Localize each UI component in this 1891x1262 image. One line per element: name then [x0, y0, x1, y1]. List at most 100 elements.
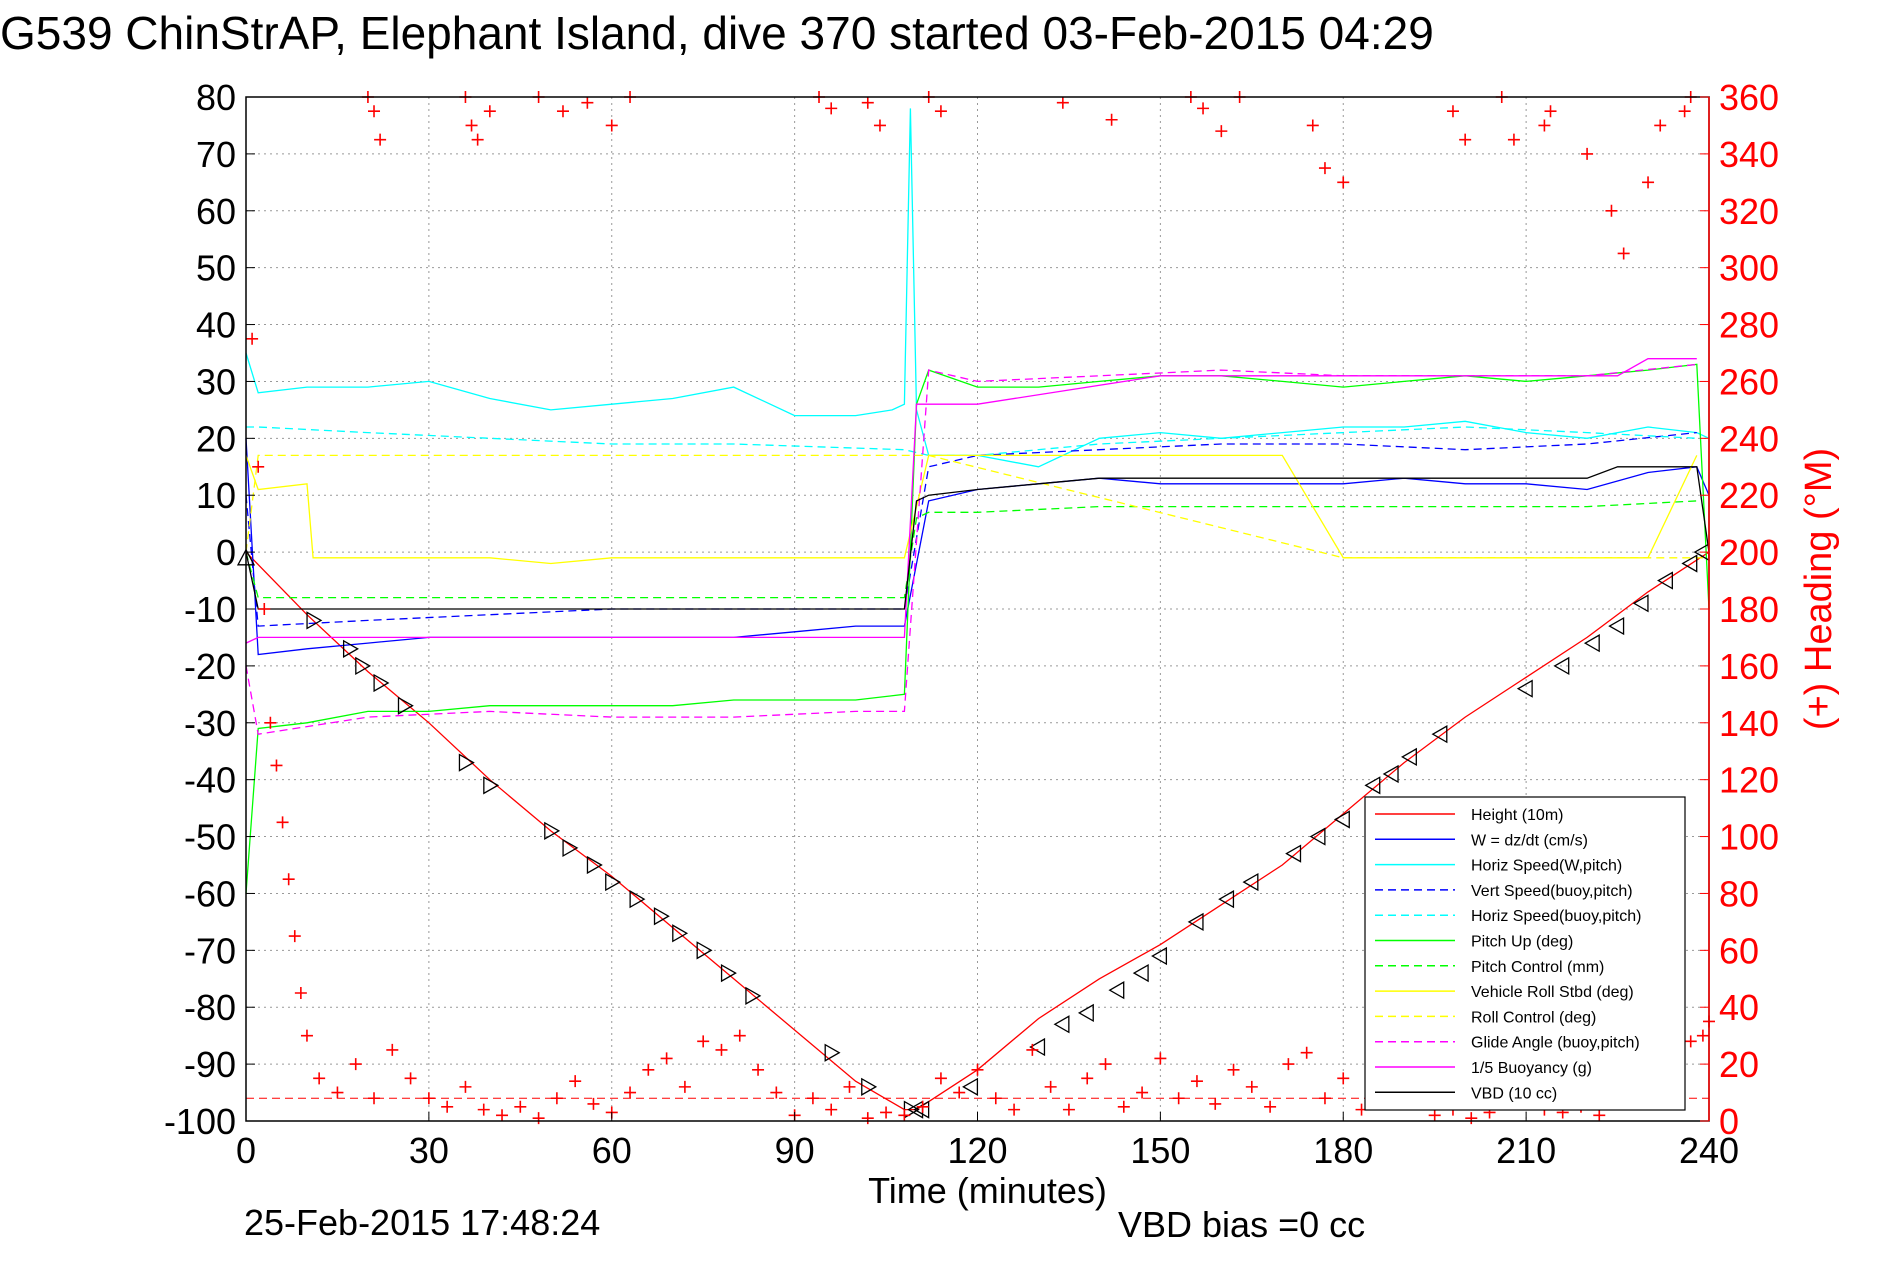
heading-point [1026, 1043, 1039, 1056]
heading-point [1318, 162, 1331, 175]
legend-entry: Horiz Speed(W,pitch) [1471, 858, 1622, 875]
heading-point [825, 1103, 838, 1116]
heading-point [1465, 1112, 1478, 1125]
heading-point [678, 1080, 691, 1093]
y2-tick-label: 280 [1719, 305, 1779, 346]
heading-point [1117, 1100, 1130, 1113]
heading-point [861, 1112, 874, 1125]
heading-point [1227, 1063, 1240, 1076]
legend-entry: Glide Angle (buoy,pitch) [1471, 1035, 1640, 1052]
heading-point [483, 105, 496, 118]
height-marker [605, 872, 622, 892]
y-tick-label: -30 [184, 703, 236, 744]
heading-point [1654, 119, 1667, 132]
heading-point [1538, 119, 1551, 132]
height-marker [1053, 1015, 1070, 1034]
vbd-bias-text: VBD bias =0 cc [1118, 1204, 1366, 1245]
height-marker [1132, 963, 1149, 983]
heading-point [246, 332, 259, 345]
height-marker [1285, 844, 1302, 863]
legend-entry: Vert Speed(buoy,pitch) [1471, 883, 1633, 900]
height-marker [861, 1077, 878, 1096]
heading-point [264, 716, 277, 729]
height-marker [586, 855, 603, 875]
height-marker [1382, 764, 1399, 784]
series-line-4 [246, 426, 1697, 457]
y-tick-label: -20 [184, 646, 236, 687]
y2-tick-label: 300 [1719, 248, 1779, 289]
chart-title: G539 ChinStrAP, Elephant Island, dive 37… [0, 7, 1434, 59]
x-tick-label: 30 [409, 1130, 449, 1171]
heading-point [313, 1072, 326, 1085]
heading-point [300, 1029, 313, 1042]
height-marker [1516, 679, 1533, 698]
heading-point [1190, 1075, 1203, 1088]
legend-entry: 1/5 Buoyancy (g) [1471, 1060, 1592, 1077]
heading-point [1197, 102, 1210, 115]
heading-point [1105, 113, 1118, 126]
heading-point [1062, 1103, 1075, 1116]
x-axis-ticks: 0 30 60 90 120 150 180 210 240 [236, 1112, 1739, 1171]
height-marker [397, 696, 414, 715]
heading-point [697, 1035, 710, 1048]
y-tick-label: -40 [184, 760, 236, 801]
heading-point [294, 987, 307, 999]
heading-point [715, 1043, 728, 1056]
legend-entry: Roll Control (deg) [1471, 1009, 1596, 1026]
heading-point [465, 119, 478, 132]
heading-point [1008, 1103, 1021, 1116]
y-tick-label: -80 [184, 987, 236, 1028]
series-line-8 [245, 454, 1709, 559]
legend-entry: Pitch Up (deg) [1471, 934, 1573, 951]
y-tick-label: -90 [184, 1044, 236, 1085]
heading-point [1696, 1029, 1709, 1042]
heading-point [404, 1072, 417, 1085]
heading-point [1617, 247, 1630, 260]
y-tick-label: 70 [196, 134, 236, 175]
series-line-9 [245, 363, 1697, 735]
series-line-6 [245, 500, 1697, 599]
y2-tick-label: 140 [1719, 703, 1779, 744]
heading-point [1136, 1086, 1149, 1099]
y2-tick-label: 60 [1719, 930, 1759, 971]
y2-tick-label: 220 [1719, 475, 1779, 516]
height-marker [1333, 810, 1350, 829]
heading-point [569, 1075, 582, 1088]
x-tick-label: 0 [236, 1130, 256, 1171]
series-lines [245, 108, 1710, 1111]
heading-point [1544, 105, 1557, 118]
heading-point [898, 1109, 911, 1122]
heading-point [1642, 176, 1655, 189]
heading-point [459, 1080, 472, 1093]
height-marker [342, 639, 359, 658]
heading-point [843, 1080, 856, 1093]
y2-axis-label: (+) Heading (°M) [1798, 448, 1840, 730]
height-marker [962, 1077, 979, 1096]
height-marker [1309, 827, 1326, 846]
y2-tick-label: 360 [1719, 77, 1779, 118]
heading-point [873, 119, 886, 132]
legend-entry: Pitch Control (mm) [1471, 959, 1604, 976]
legend-entry: Horiz Speed(buoy,pitch) [1471, 908, 1641, 925]
height-marker [1242, 872, 1259, 892]
heading-point [368, 105, 381, 118]
height-marker [562, 838, 579, 858]
height-marker [1583, 634, 1600, 653]
heading-point [496, 1109, 509, 1122]
heading-point [1081, 1072, 1094, 1085]
heading-point [374, 133, 387, 146]
height-marker [1364, 776, 1381, 795]
height-marker [373, 673, 390, 693]
y2-tick-label: 40 [1719, 987, 1759, 1028]
heading-point [258, 603, 271, 615]
heading-point [934, 1072, 947, 1085]
height-marker [1553, 656, 1570, 676]
series-line-7 [245, 454, 1698, 565]
y-axis-ticks: 80 70 60 50 40 30 20 10 0 -10 -20 -30 -40 -50 -60 -70 -8… [164, 77, 255, 1142]
heading-point [1337, 176, 1350, 189]
height-marker [1151, 946, 1168, 966]
heading-point [276, 816, 289, 829]
y-tick-label: -60 [184, 873, 236, 914]
heading-point [624, 1086, 637, 1099]
legend: Height (10m) W = dz/dt (cm/s) Horiz Speed(… [1364, 796, 1686, 1111]
